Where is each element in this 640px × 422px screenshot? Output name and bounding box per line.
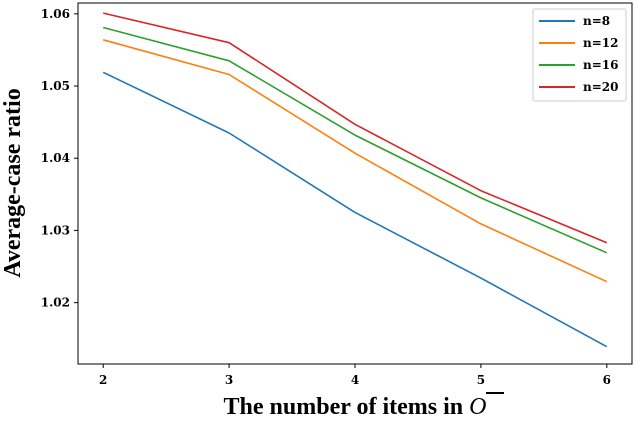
y-tick-label: 1.03 [41,223,70,237]
x-axis-title: The number of items in O [224,394,487,420]
legend: n=8 n=12 n=16 n=20 [532,8,627,102]
x-tick-label: 5 [477,373,485,387]
y-axis-title: Average-case ratio [0,88,26,277]
legend-label-n=20: n=20 [583,80,618,94]
ticks-layer: 2 3 4 5 6 1.02 1.03 1.04 1.05 1.06 [41,7,611,387]
x-tick-label: 2 [99,373,107,387]
legend-label-n=12: n=12 [583,36,618,50]
legend-label-n=8: n=8 [583,14,610,28]
series-line-n=16 [102,26,608,254]
x-tick-label: 4 [351,373,359,387]
series-layer [102,12,608,348]
x-axis-title-symbol: O [469,394,486,420]
legend-box [532,8,627,102]
x-tick-label: 6 [603,373,611,387]
y-tick-label: 1.06 [41,7,70,21]
y-tick-label: 1.04 [41,151,70,165]
y-tick-label: 1.05 [41,79,70,93]
series-line-n=12 [102,39,608,283]
x-tick-label: 3 [225,373,233,387]
legend-label-n=16: n=16 [583,58,618,72]
x-axis-title-text: The number of items in [224,394,470,420]
series-line-n=8 [102,71,608,348]
y-tick-label: 1.02 [41,296,70,310]
series-line-n=20 [103,12,608,244]
